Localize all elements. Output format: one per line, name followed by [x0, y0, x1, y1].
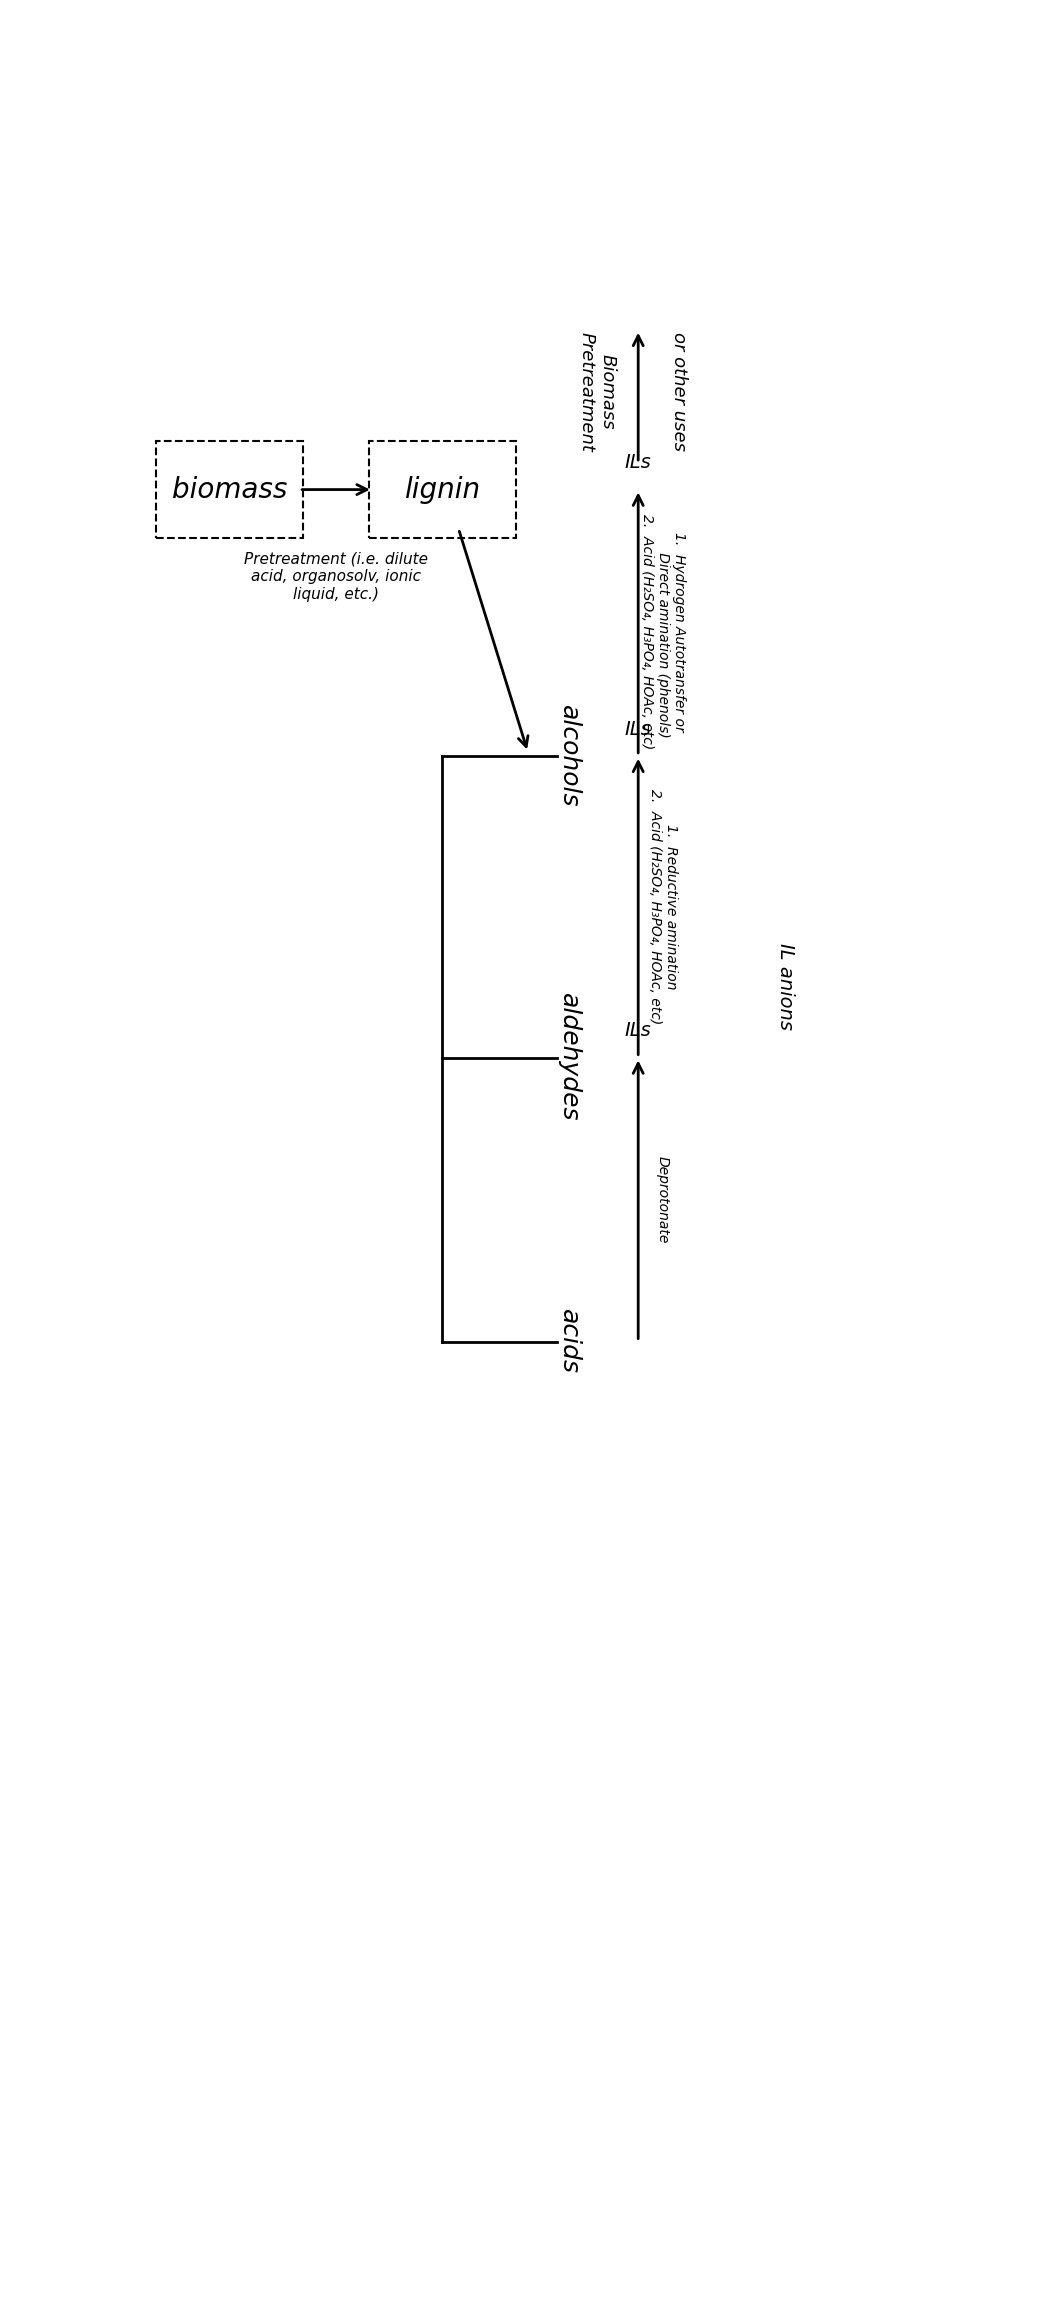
Text: acids: acids: [557, 1309, 581, 1374]
FancyBboxPatch shape: [369, 440, 515, 539]
Text: ILs: ILs: [625, 719, 651, 738]
Text: Pretreatment (i.e. dilute
acid, organosolv, ionic
liquid, etc.): Pretreatment (i.e. dilute acid, organoso…: [243, 551, 428, 602]
Text: IL anions: IL anions: [776, 943, 795, 1030]
Text: ILs: ILs: [625, 454, 651, 473]
Text: alcohols: alcohols: [557, 705, 581, 807]
Text: aldehydes: aldehydes: [557, 993, 581, 1123]
Text: 1.  Reductive amination
2.  Acid (H₂SO₄, H₃PO₄, HOAc, etc): 1. Reductive amination 2. Acid (H₂SO₄, H…: [647, 788, 678, 1023]
Text: or other uses: or other uses: [670, 332, 688, 452]
FancyBboxPatch shape: [156, 440, 304, 539]
Text: ILs: ILs: [625, 1021, 651, 1040]
Text: Deprotonate: Deprotonate: [656, 1155, 669, 1242]
Text: lignin: lignin: [404, 475, 481, 502]
Text: 1.  Hydrogen Autotransfer or
      Direct amination (phenols)
2.  Acid (H₂SO₄, H: 1. Hydrogen Autotransfer or Direct amina…: [640, 514, 686, 749]
Text: Biomass
Pretreatment: Biomass Pretreatment: [578, 332, 617, 452]
Text: biomass: biomass: [172, 475, 288, 502]
